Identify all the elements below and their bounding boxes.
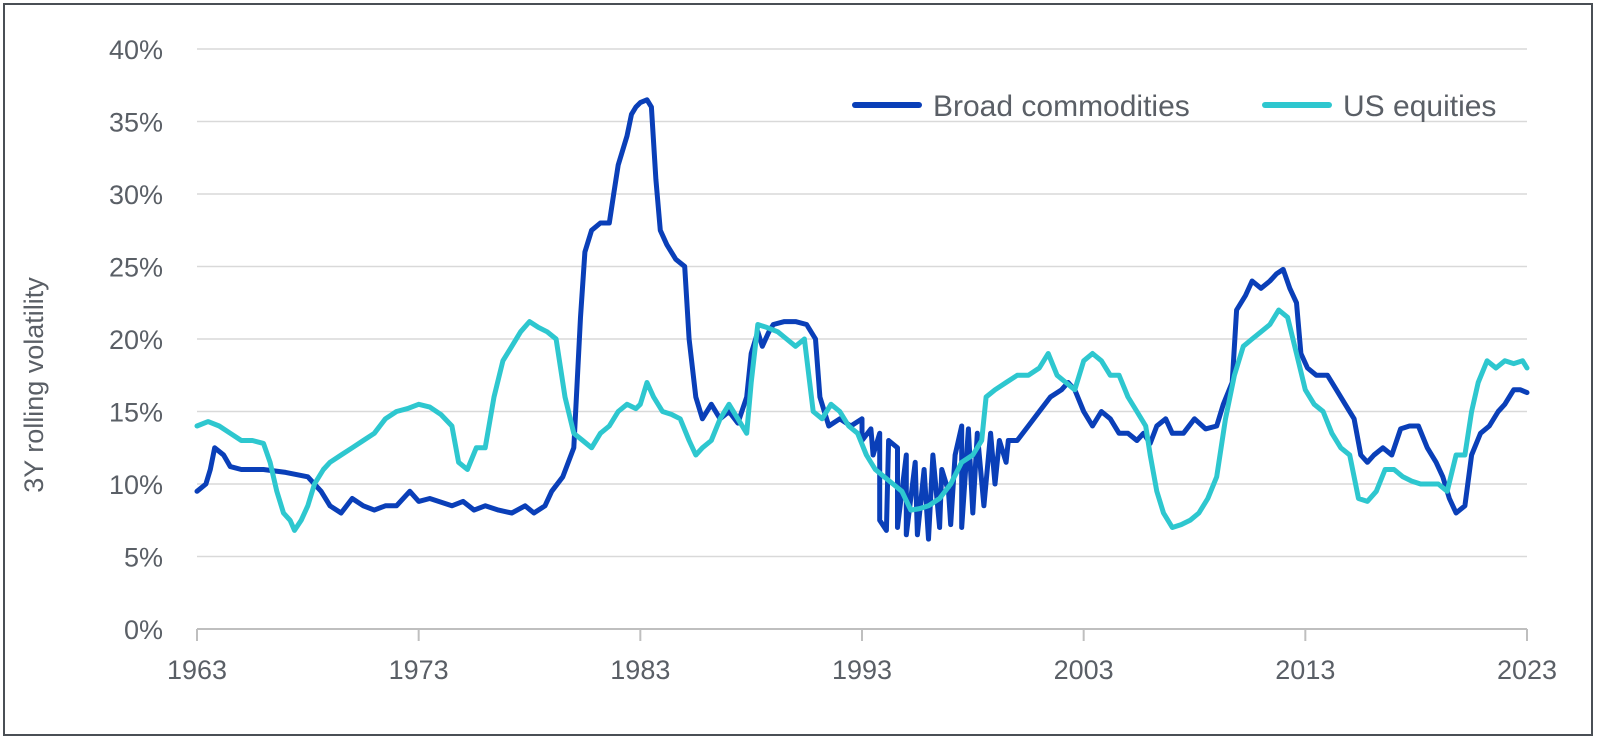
y-tick-label: 20% xyxy=(109,325,163,355)
y-tick-label: 15% xyxy=(109,398,163,428)
legend-label: Broad commodities xyxy=(933,90,1190,123)
legend: Broad commodities US equities xyxy=(852,90,1496,123)
x-tick-label: 1993 xyxy=(832,655,892,685)
y-tick-label: 10% xyxy=(109,470,163,500)
series-lines xyxy=(194,97,1530,542)
x-tick-label: 1983 xyxy=(610,655,670,685)
y-tick-label: 35% xyxy=(109,108,163,138)
chart-frame: 0% 5% 10% 15% 20% 25% 30% 35% 40% 1963 1973 1983 19… xyxy=(3,3,1593,736)
series-line-us-equities xyxy=(194,307,1530,533)
grid-lines xyxy=(197,48,1527,558)
x-tick-label: 2003 xyxy=(1054,655,1114,685)
legend-label: US equities xyxy=(1343,90,1496,123)
x-tick-label: 2013 xyxy=(1275,655,1335,685)
x-tick-label: 1973 xyxy=(389,655,449,685)
volatility-chart: 0%5%10%15%20%25%30%35%40% 1963 1973 1983 19… xyxy=(19,35,1557,685)
x-tick-label: 2023 xyxy=(1497,655,1557,685)
y-tick-label: 30% xyxy=(109,180,163,210)
x-axis-ticks: 1963 1973 1983 1993 2003 2013 2023 xyxy=(167,655,1557,685)
y-axis-label: 3Y rolling volatility xyxy=(19,277,49,493)
x-axis xyxy=(196,628,1528,641)
legend-item-us-equities: US equities xyxy=(1262,90,1496,123)
y-tick-label: 40% xyxy=(109,35,163,65)
legend-item-broad-commodities: Broad commodities xyxy=(852,90,1190,123)
series-line-broad-commodities xyxy=(194,97,1530,542)
y-tick-label: 5% xyxy=(124,543,163,573)
y-axis-ticks: 0% 5% 10% 15% 20% 25% 30% 35% 40% xyxy=(109,35,163,645)
x-tick-label: 1963 xyxy=(167,655,227,685)
y-tick-label: 0% xyxy=(124,615,163,645)
y-tick-label: 25% xyxy=(109,253,163,283)
